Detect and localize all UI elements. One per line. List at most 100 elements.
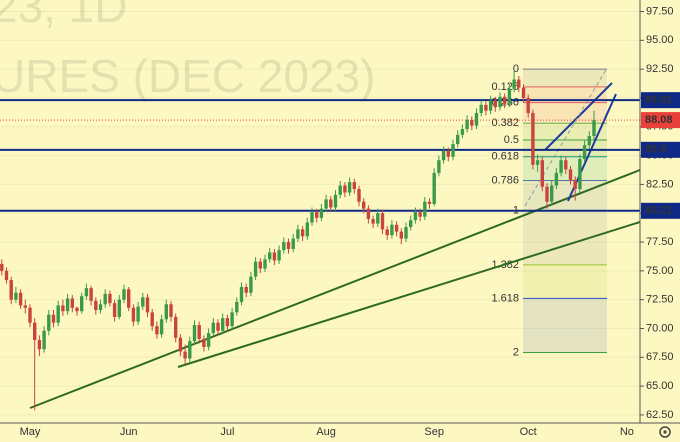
- candle-body: [300, 229, 305, 237]
- candle-body: [413, 212, 418, 221]
- candle-body: [535, 160, 540, 165]
- candle-body: [376, 213, 380, 224]
- candle-body: [592, 120, 596, 137]
- fib-band: [523, 69, 607, 87]
- candle-body: [385, 229, 389, 236]
- fib-label: 0.786: [491, 174, 519, 186]
- candle-body: [221, 318, 225, 331]
- candle-body: [390, 224, 394, 236]
- candle-body: [366, 208, 371, 219]
- candle-body: [540, 160, 544, 187]
- candle-body: [206, 333, 211, 347]
- y-tick-label: 77.50: [646, 236, 674, 248]
- candle-body: [315, 212, 319, 218]
- channel-line: [544, 82, 613, 151]
- candle-body: [183, 351, 187, 359]
- candle-body: [493, 100, 497, 108]
- y-tick-label: 75.00: [646, 265, 674, 277]
- candle-body: [108, 293, 112, 304]
- y-tick-label: 70.00: [646, 322, 674, 334]
- candle-body: [362, 201, 366, 209]
- candle-body: [127, 289, 131, 308]
- candle-body: [211, 322, 215, 334]
- candles: [0, 70, 596, 411]
- time-axis: [0, 423, 640, 442]
- y-tick-label: 82.50: [646, 178, 674, 190]
- fib-label: 0.618: [491, 151, 519, 163]
- candle-body: [470, 119, 474, 126]
- candle-body: [202, 338, 206, 347]
- candle-body: [357, 189, 361, 202]
- candle-body: [559, 160, 563, 173]
- price-tag: [641, 92, 680, 109]
- x-tick-label: No: [620, 426, 634, 438]
- candle-body: [42, 330, 46, 350]
- candle-body: [352, 182, 356, 190]
- candle-body: [479, 104, 483, 113]
- fib-label: 0: [513, 63, 519, 75]
- candle-body: [192, 325, 197, 342]
- candle-body: [145, 297, 150, 313]
- candle-body: [432, 172, 436, 205]
- price-tag: [641, 112, 680, 129]
- y-tick-label: 97.50: [646, 5, 674, 17]
- candle-body: [329, 199, 333, 208]
- y-tick-label: 92.50: [646, 63, 674, 75]
- candle-body: [488, 100, 493, 111]
- candle-body: [65, 298, 70, 312]
- candle-body: [291, 238, 295, 249]
- candle-body: [174, 316, 178, 338]
- candle-body: [216, 322, 220, 331]
- price-tag-label: 85.5: [645, 144, 666, 156]
- candle-body: [263, 259, 267, 269]
- candle-body: [427, 201, 432, 205]
- candle-body: [4, 270, 9, 281]
- candle-body: [503, 96, 507, 104]
- candle-body: [554, 172, 559, 186]
- candle-body: [451, 144, 455, 157]
- candle-body: [122, 289, 126, 300]
- x-tick-label: Oct: [520, 426, 537, 438]
- settings-icon[interactable]: [659, 426, 671, 438]
- candle-body: [33, 322, 37, 341]
- y-tick-label: 95.00: [646, 34, 674, 46]
- x-tick-label: Jul: [220, 426, 234, 438]
- candle-body: [197, 325, 201, 339]
- candle-body: [94, 300, 98, 311]
- fib-band: [523, 298, 607, 353]
- gear[interactable]: [659, 426, 671, 438]
- fib-trend: [524, 67, 608, 207]
- candle-body: [418, 212, 422, 217]
- candle-body: [103, 293, 107, 305]
- trend-line: [29, 169, 641, 409]
- y-tick-label: 62.50: [646, 409, 674, 421]
- candle-body: [446, 150, 450, 157]
- candle-body: [319, 208, 324, 218]
- fib-band: [523, 86, 607, 103]
- candle-body: [564, 160, 568, 170]
- candle-body: [338, 185, 342, 195]
- price-tag-label: 89.81: [645, 94, 673, 106]
- candle-body: [531, 112, 535, 165]
- candle-body: [380, 213, 385, 230]
- candle-body: [578, 159, 582, 190]
- candle-body: [587, 136, 591, 146]
- candle-body: [56, 305, 60, 323]
- candle-body: [474, 112, 479, 126]
- candle-body: [286, 242, 291, 249]
- candle-body: [164, 304, 168, 320]
- candle-body: [150, 312, 154, 327]
- candle-body: [155, 326, 159, 335]
- y-tick-label: 65.00: [646, 380, 674, 392]
- fib-label: 0.382: [491, 117, 519, 129]
- candle-body: [28, 307, 32, 323]
- candle-body: [409, 220, 413, 228]
- candle-body: [371, 218, 375, 224]
- y-tick-label: 72.50: [646, 294, 674, 306]
- candle-body: [0, 263, 4, 271]
- candle-body: [225, 318, 230, 327]
- candle-body: [268, 252, 272, 260]
- watermark: URES (DEC 2023): [0, 50, 375, 102]
- trend-line: [177, 221, 641, 368]
